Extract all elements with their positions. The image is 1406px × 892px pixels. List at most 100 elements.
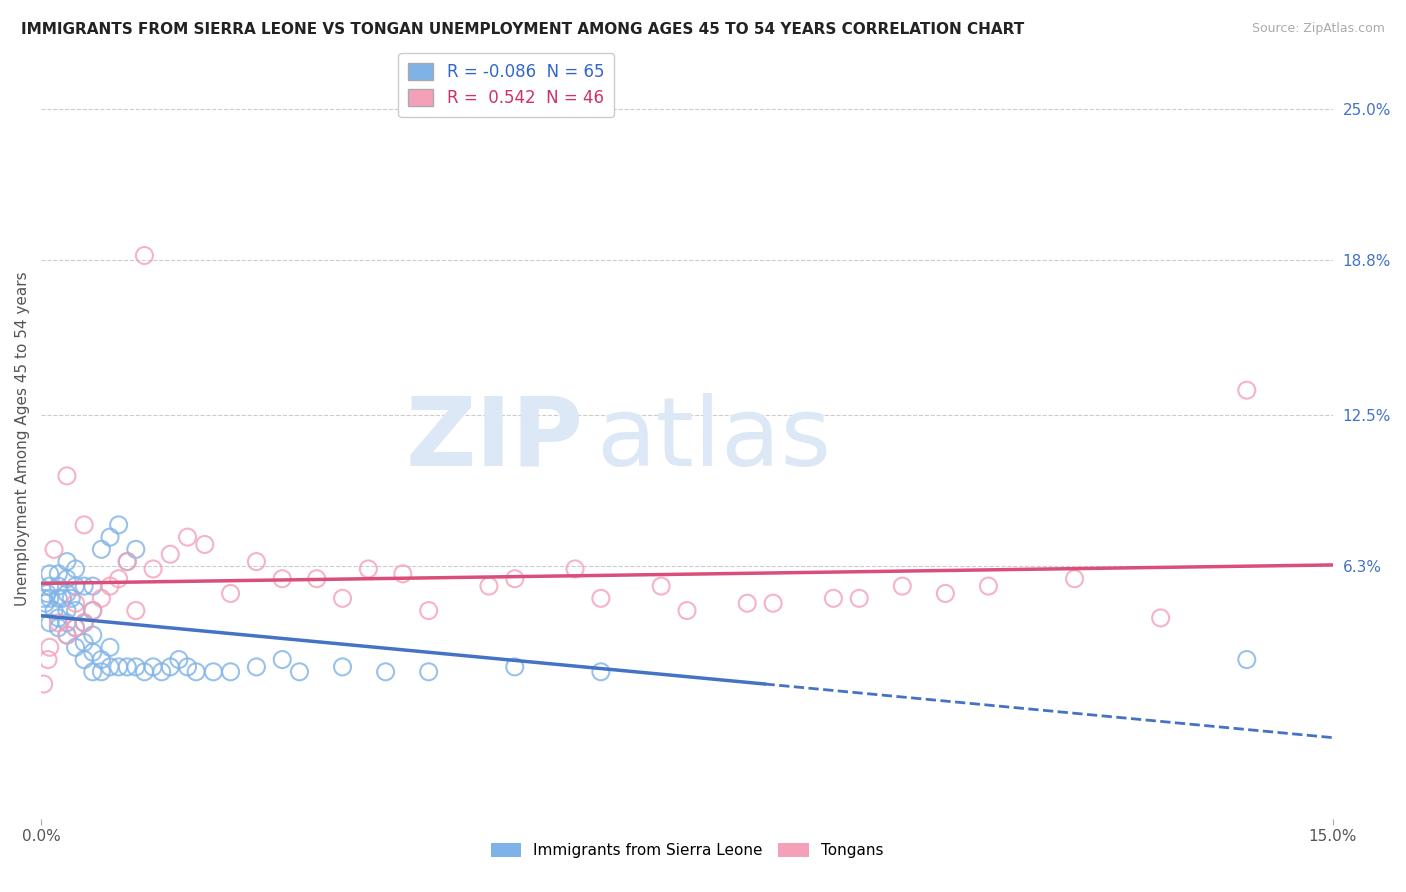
Point: [98, 579, 121, 593]
Point: [56, 586, 79, 600]
Point: [46, 591, 69, 606]
Point: [65, 596, 87, 610]
Point: [219, 665, 242, 679]
Point: [82, 579, 104, 593]
Point: [589, 665, 612, 679]
Point: [65, 640, 87, 655]
Point: [56, 572, 79, 586]
Point: [194, 537, 217, 551]
Point: [42, 604, 65, 618]
Point: [46, 621, 69, 635]
Point: [73, 615, 96, 630]
Point: [52, 591, 75, 606]
Point: [38, 566, 60, 581]
Point: [934, 586, 956, 600]
Point: [46, 566, 69, 581]
Point: [288, 665, 311, 679]
Point: [977, 579, 1000, 593]
Point: [418, 665, 440, 679]
Y-axis label: Unemployment Among Ages 45 to 54 years: Unemployment Among Ages 45 to 54 years: [15, 272, 30, 607]
Point: [219, 586, 242, 600]
Point: [90, 652, 112, 666]
Point: [503, 572, 526, 586]
Point: [65, 579, 87, 593]
Point: [159, 547, 181, 561]
Point: [32, 591, 55, 606]
Point: [90, 591, 112, 606]
Point: [82, 665, 104, 679]
Point: [65, 604, 87, 618]
Point: [34, 596, 56, 610]
Point: [202, 665, 225, 679]
Text: IMMIGRANTS FROM SIERRA LEONE VS TONGAN UNEMPLOYMENT AMONG AGES 45 TO 54 YEARS CO: IMMIGRANTS FROM SIERRA LEONE VS TONGAN U…: [21, 22, 1025, 37]
Point: [38, 640, 60, 655]
Point: [676, 604, 699, 618]
Point: [125, 660, 148, 674]
Point: [56, 628, 79, 642]
Point: [823, 591, 845, 606]
Point: [115, 555, 138, 569]
Point: [56, 469, 79, 483]
Point: [73, 579, 96, 593]
Point: [564, 562, 586, 576]
Text: atlas: atlas: [596, 392, 832, 485]
Point: [65, 621, 87, 635]
Point: [38, 591, 60, 606]
Point: [762, 596, 785, 610]
Point: [176, 660, 198, 674]
Point: [73, 635, 96, 649]
Point: [271, 572, 294, 586]
Point: [73, 652, 96, 666]
Point: [332, 591, 354, 606]
Point: [107, 572, 129, 586]
Point: [46, 579, 69, 593]
Point: [478, 579, 501, 593]
Point: [167, 652, 190, 666]
Point: [737, 596, 759, 610]
Point: [332, 660, 354, 674]
Point: [90, 665, 112, 679]
Point: [56, 604, 79, 618]
Point: [391, 566, 413, 581]
Point: [56, 628, 79, 642]
Point: [56, 555, 79, 569]
Point: [98, 530, 121, 544]
Point: [125, 542, 148, 557]
Point: [1063, 572, 1085, 586]
Point: [115, 555, 138, 569]
Point: [1150, 611, 1173, 625]
Point: [134, 248, 156, 262]
Point: [32, 677, 55, 691]
Point: [159, 660, 181, 674]
Point: [73, 517, 96, 532]
Point: [848, 591, 870, 606]
Legend: Immigrants from Sierra Leone, Tongans: Immigrants from Sierra Leone, Tongans: [485, 837, 890, 864]
Point: [1236, 652, 1258, 666]
Point: [589, 591, 612, 606]
Text: Source: ZipAtlas.com: Source: ZipAtlas.com: [1251, 22, 1385, 36]
Point: [56, 615, 79, 630]
Point: [65, 562, 87, 576]
Point: [82, 645, 104, 659]
Point: [245, 660, 267, 674]
Point: [107, 517, 129, 532]
Point: [115, 660, 138, 674]
Point: [73, 615, 96, 630]
Point: [374, 665, 396, 679]
Point: [107, 660, 129, 674]
Point: [503, 660, 526, 674]
Point: [891, 579, 914, 593]
Point: [150, 665, 173, 679]
Point: [65, 621, 87, 635]
Point: [1236, 383, 1258, 397]
Text: ZIP: ZIP: [406, 392, 583, 485]
Point: [82, 604, 104, 618]
Point: [46, 615, 69, 630]
Point: [38, 579, 60, 593]
Point: [271, 652, 294, 666]
Point: [305, 572, 328, 586]
Point: [357, 562, 380, 576]
Point: [37, 586, 59, 600]
Point: [134, 665, 156, 679]
Point: [418, 604, 440, 618]
